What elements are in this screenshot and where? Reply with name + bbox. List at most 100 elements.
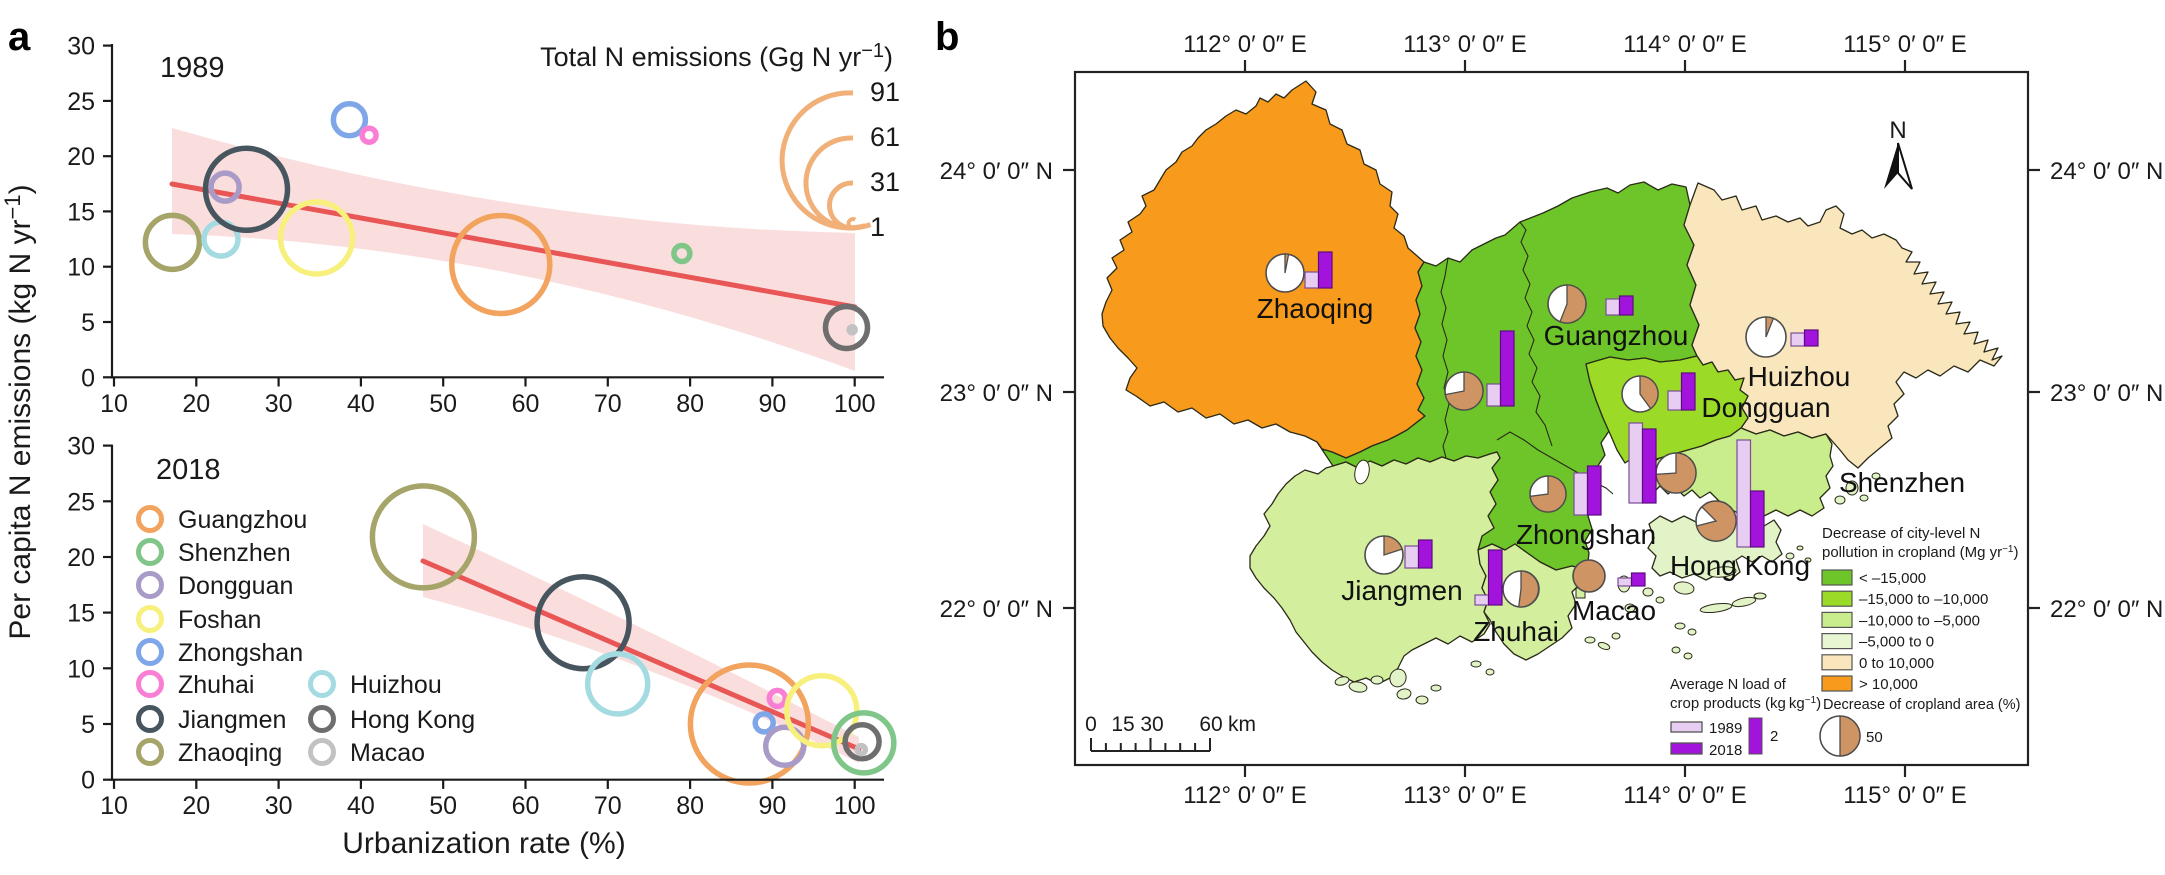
- svg-text:61: 61: [870, 122, 900, 152]
- svg-text:20: 20: [182, 390, 210, 418]
- svg-text:24° 0′ 0″ N: 24° 0′ 0″ N: [2050, 158, 2163, 185]
- svg-text:70: 70: [594, 792, 622, 820]
- svg-text:Zhaoqing: Zhaoqing: [1257, 293, 1374, 324]
- svg-text:1989: 1989: [1709, 720, 1742, 737]
- svg-text:114° 0′ 0″ E: 114° 0′ 0″ E: [1623, 782, 1747, 809]
- svg-text:112° 0′ 0″ E: 112° 0′ 0″ E: [1183, 782, 1307, 809]
- svg-text:N: N: [1889, 117, 1906, 144]
- svg-text:80: 80: [676, 390, 704, 418]
- svg-text:0 to 10,000: 0 to 10,000: [1859, 655, 1934, 672]
- svg-text:30: 30: [67, 433, 95, 461]
- svg-text:Jiangmen: Jiangmen: [178, 706, 286, 734]
- svg-text:Zhaoqing: Zhaoqing: [178, 739, 282, 767]
- svg-text:km: km: [1228, 713, 1256, 736]
- svg-text:23° 0′ 0″ N: 23° 0′ 0″ N: [2050, 380, 2163, 407]
- svg-text:2: 2: [1770, 728, 1778, 745]
- svg-text:Urbanization rate (%): Urbanization rate (%): [342, 827, 625, 860]
- svg-text:40: 40: [347, 390, 375, 418]
- svg-text:0: 0: [81, 364, 95, 392]
- svg-text:20: 20: [67, 143, 95, 171]
- svg-text:Dongguan: Dongguan: [1701, 392, 1830, 423]
- svg-text:90: 90: [758, 390, 786, 418]
- svg-text:30: 30: [265, 390, 293, 418]
- svg-text:24° 0′ 0″ N: 24° 0′ 0″ N: [940, 158, 1053, 185]
- svg-text:Foshan: Foshan: [178, 606, 261, 634]
- svg-text:0: 0: [1085, 713, 1097, 736]
- svg-text:Huizhou: Huizhou: [1748, 361, 1851, 392]
- svg-text:31: 31: [870, 167, 900, 197]
- svg-text:2018: 2018: [1709, 742, 1742, 759]
- svg-text:115° 0′ 0″ E: 115° 0′ 0″ E: [1843, 782, 1967, 809]
- svg-text:20: 20: [182, 792, 210, 820]
- svg-text:Hong Kong: Hong Kong: [350, 706, 475, 734]
- svg-text:80: 80: [676, 792, 704, 820]
- svg-text:Zhongshan: Zhongshan: [178, 639, 303, 667]
- svg-text:Hong Kong: Hong Kong: [1670, 550, 1810, 581]
- svg-text:a: a: [8, 15, 31, 59]
- svg-text:100: 100: [834, 792, 876, 820]
- svg-text:50: 50: [429, 390, 457, 418]
- svg-text:30: 30: [67, 33, 95, 61]
- svg-text:pollution in cropland (Mg yr−1: pollution in cropland (Mg yr−1): [1822, 544, 2019, 561]
- svg-text:113° 0′ 0″ E: 113° 0′ 0″ E: [1403, 31, 1527, 58]
- svg-text:10: 10: [100, 792, 128, 820]
- svg-text:40: 40: [347, 792, 375, 820]
- svg-text:60: 60: [1199, 713, 1222, 736]
- svg-text:15: 15: [67, 198, 95, 226]
- svg-text:30: 30: [265, 792, 293, 820]
- svg-text:< –15,000: < –15,000: [1859, 570, 1926, 587]
- svg-text:5: 5: [81, 711, 95, 739]
- svg-text:10: 10: [100, 390, 128, 418]
- svg-text:90: 90: [758, 792, 786, 820]
- svg-text:30: 30: [1140, 713, 1163, 736]
- svg-text:–10,000 to –5,000: –10,000 to –5,000: [1859, 612, 1980, 629]
- svg-text:b: b: [935, 15, 959, 59]
- svg-text:112° 0′ 0″ E: 112° 0′ 0″ E: [1183, 31, 1307, 58]
- svg-text:22° 0′ 0″ N: 22° 0′ 0″ N: [940, 596, 1053, 623]
- svg-text:Guangzhou: Guangzhou: [1544, 320, 1689, 351]
- svg-text:Decrease of cropland area (%): Decrease of cropland area (%): [1823, 697, 2020, 713]
- svg-text:Zhuhai: Zhuhai: [178, 671, 254, 699]
- svg-text:20: 20: [67, 544, 95, 572]
- svg-text:50: 50: [429, 792, 457, 820]
- svg-text:91: 91: [870, 77, 900, 107]
- svg-text:Shenzhen: Shenzhen: [178, 539, 291, 567]
- svg-text:50: 50: [1866, 729, 1883, 746]
- svg-text:70: 70: [594, 390, 622, 418]
- svg-text:10: 10: [67, 655, 95, 683]
- svg-text:15: 15: [67, 600, 95, 628]
- svg-text:Huizhou: Huizhou: [350, 671, 442, 699]
- svg-text:100: 100: [834, 390, 876, 418]
- svg-text:25: 25: [67, 488, 95, 516]
- svg-text:Shenzhen: Shenzhen: [1839, 467, 1965, 498]
- svg-text:2018: 2018: [156, 454, 221, 486]
- svg-text:Zhuhai: Zhuhai: [1473, 616, 1559, 647]
- svg-text:5: 5: [81, 309, 95, 337]
- svg-text:crop products (kg kg−1): crop products (kg kg−1): [1670, 695, 1821, 712]
- svg-text:Zhongshan: Zhongshan: [1516, 519, 1656, 550]
- svg-text:Total N emissions (Gg N yr−1): Total N emissions (Gg N yr−1): [540, 40, 893, 72]
- svg-text:> 10,000: > 10,000: [1859, 676, 1918, 693]
- svg-text:114° 0′ 0″ E: 114° 0′ 0″ E: [1623, 31, 1747, 58]
- svg-text:Per capita N emissions (kg N y: Per capita N emissions (kg N yr−1): [0, 184, 37, 639]
- svg-text:113° 0′ 0″ E: 113° 0′ 0″ E: [1403, 782, 1527, 809]
- svg-text:22° 0′ 0″ N: 22° 0′ 0″ N: [2050, 596, 2163, 623]
- svg-text:10: 10: [67, 254, 95, 282]
- svg-text:0: 0: [81, 767, 95, 795]
- svg-text:Guangzhou: Guangzhou: [178, 506, 307, 534]
- svg-text:–5,000 to 0: –5,000 to 0: [1859, 634, 1934, 651]
- svg-text:23° 0′ 0″ N: 23° 0′ 0″ N: [940, 380, 1053, 407]
- svg-text:Decrease of city-level N: Decrease of city-level N: [1822, 525, 1980, 542]
- svg-text:1989: 1989: [160, 52, 225, 84]
- svg-text:Average N load of: Average N load of: [1670, 677, 1787, 693]
- svg-text:1: 1: [870, 212, 885, 242]
- svg-text:25: 25: [67, 88, 95, 116]
- svg-text:60: 60: [512, 792, 540, 820]
- svg-text:–15,000 to –10,000: –15,000 to –10,000: [1859, 591, 1988, 608]
- svg-text:60: 60: [512, 390, 540, 418]
- svg-text:15: 15: [1111, 713, 1134, 736]
- svg-text:Macao: Macao: [1572, 595, 1656, 626]
- svg-text:Jiangmen: Jiangmen: [1341, 575, 1462, 606]
- svg-text:Macao: Macao: [350, 739, 425, 767]
- svg-text:Dongguan: Dongguan: [178, 572, 293, 600]
